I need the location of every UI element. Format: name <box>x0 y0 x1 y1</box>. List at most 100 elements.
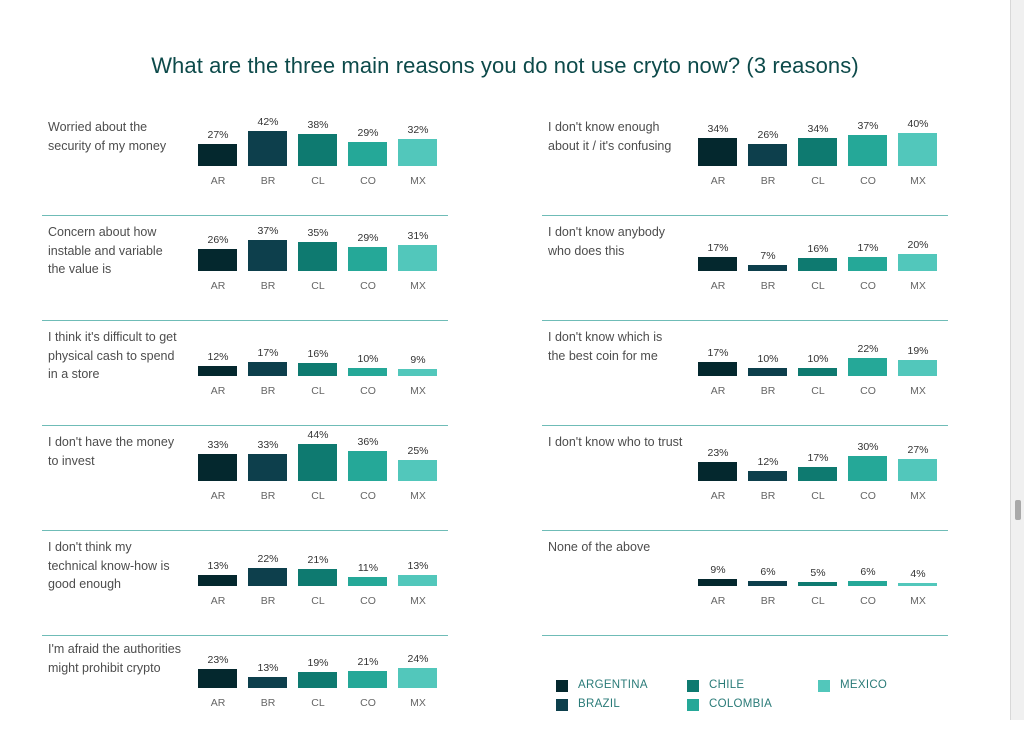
category-label: AR <box>710 385 726 397</box>
bar-ar <box>198 454 237 481</box>
data-label: 31% <box>407 230 429 242</box>
data-label: 23% <box>207 654 229 666</box>
legend-swatch <box>687 680 699 692</box>
category-label: CO <box>860 490 876 502</box>
data-label: 16% <box>807 243 829 255</box>
data-label: 12% <box>207 351 229 363</box>
chart-panel: Concern about how instable and variable … <box>42 223 448 323</box>
legend-label: MEXICO <box>840 679 888 691</box>
data-label: 27% <box>207 129 229 141</box>
bar-mx <box>898 360 937 376</box>
scrollbar-thumb[interactable] <box>1015 500 1021 520</box>
data-label: 26% <box>757 129 779 141</box>
bar-ar <box>198 144 237 166</box>
panel-separator <box>542 530 948 531</box>
data-label: 22% <box>857 343 879 355</box>
data-label: 26% <box>207 234 229 246</box>
data-label: 38% <box>307 119 329 131</box>
bar-co <box>848 257 887 271</box>
data-label: 5% <box>810 567 826 579</box>
category-label: CL <box>311 175 325 187</box>
category-label: BR <box>260 490 276 502</box>
chart-panel: I think it's difficult to get physical c… <box>42 328 448 428</box>
panel-label: I'm afraid the authorities might prohibi… <box>48 642 182 675</box>
data-label: 13% <box>207 560 229 572</box>
category-label: MX <box>410 697 426 709</box>
data-label: 37% <box>257 225 279 237</box>
bar-mx <box>398 460 437 481</box>
category-label: AR <box>210 175 226 187</box>
bar-ar <box>198 575 237 586</box>
category-label: BR <box>260 595 276 607</box>
scrollbar-track[interactable] <box>1010 0 1024 720</box>
category-label: BR <box>260 385 276 397</box>
data-label: 6% <box>760 566 776 578</box>
data-label: 6% <box>860 566 876 578</box>
data-label: 9% <box>410 354 426 366</box>
category-label: AR <box>710 175 726 187</box>
bar-ar <box>698 257 737 271</box>
panel-label: I don't know enough about it / it's conf… <box>548 120 672 153</box>
panel-separator <box>542 635 948 636</box>
category-label: CL <box>311 385 325 397</box>
category-label: MX <box>410 385 426 397</box>
panel-label: Concern about how instable and variable … <box>48 225 163 276</box>
category-label: MX <box>910 175 926 187</box>
bar-ar <box>698 579 737 586</box>
bar-cl <box>798 368 837 376</box>
data-label: 17% <box>857 242 879 254</box>
data-label: 33% <box>257 439 279 451</box>
data-label: 17% <box>707 347 729 359</box>
data-label: 17% <box>257 347 279 359</box>
category-label: MX <box>910 490 926 502</box>
panel-separator <box>42 320 448 321</box>
data-label: 22% <box>257 553 279 565</box>
panel-label: I don't have the money to invest <box>48 435 175 468</box>
category-label: MX <box>910 595 926 607</box>
data-label: 9% <box>710 564 726 576</box>
panel-label: I don't think my technical know-how is g… <box>48 540 170 591</box>
category-label: CL <box>311 697 325 709</box>
bar-br <box>748 144 787 166</box>
data-label: 13% <box>407 560 429 572</box>
category-label: BR <box>260 697 276 709</box>
category-label: MX <box>410 595 426 607</box>
category-label: CL <box>811 385 825 397</box>
bar-mx <box>398 139 437 166</box>
legend-label: CHILE <box>709 679 745 691</box>
category-label: CO <box>360 280 376 292</box>
bar-mx <box>398 575 437 586</box>
bar-mx <box>398 668 437 688</box>
bar-co <box>848 581 887 586</box>
bar-co <box>348 142 387 166</box>
chart-title: What are the three main reasons you do n… <box>151 53 859 78</box>
legend-swatch <box>556 699 568 711</box>
category-label: AR <box>210 490 226 502</box>
bar-ar <box>198 249 237 271</box>
legend-swatch <box>818 680 830 692</box>
category-label: MX <box>410 490 426 502</box>
bar-ar <box>698 462 737 481</box>
bar-cl <box>798 258 837 271</box>
chart-panel: I'm afraid the authorities might prohibi… <box>42 640 448 740</box>
bar-cl <box>298 444 337 481</box>
data-label: 34% <box>807 123 829 135</box>
category-label: BR <box>260 175 276 187</box>
bar-ar <box>698 138 737 166</box>
category-label: AR <box>210 385 226 397</box>
data-label: 10% <box>807 353 829 365</box>
panel-separator <box>42 635 448 636</box>
legend-swatch <box>556 680 568 692</box>
category-label: CO <box>860 385 876 397</box>
data-label: 30% <box>857 441 879 453</box>
bar-co <box>348 577 387 586</box>
panel-separator <box>42 215 448 216</box>
page: What are the three main reasons you do n… <box>42 0 1024 720</box>
chart-panel: I don't know enough about it / it's conf… <box>542 118 948 218</box>
category-label: AR <box>710 280 726 292</box>
category-label: AR <box>710 595 726 607</box>
data-label: 42% <box>257 116 279 128</box>
bar-br <box>248 568 287 586</box>
bar-co <box>848 135 887 166</box>
category-label: AR <box>210 697 226 709</box>
